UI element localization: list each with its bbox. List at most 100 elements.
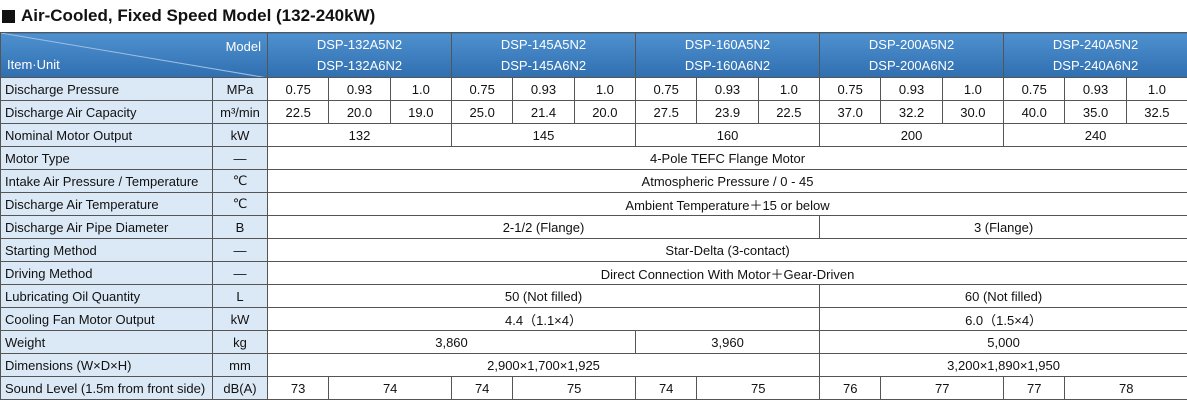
model-name: DSP-160A5N2 <box>684 37 771 52</box>
item-name: Starting Method <box>0 238 213 262</box>
value-cell: 74 <box>635 376 698 400</box>
title: Air-Cooled, Fixed Speed Model (132-240kW… <box>21 6 376 25</box>
value-cell: 20.0 <box>573 100 637 124</box>
value-cell: 1.0 <box>757 77 821 101</box>
value-cell: 3,860 <box>266 330 637 354</box>
diagonal <box>1 33 263 77</box>
unit: kg <box>212 330 268 354</box>
value-cell: 2,900×1,700×1,925 <box>266 353 821 377</box>
value-cell: 35.0 <box>1064 100 1127 124</box>
value-cell: 77 <box>1003 376 1066 400</box>
title-square <box>2 9 15 23</box>
value-cell: 40.0 <box>1003 100 1066 124</box>
value-cell: 25.0 <box>451 100 514 124</box>
spec-row: Dimensions (W×D×H) mm 2,900×1,700×1,925 3,2… <box>0 353 1187 377</box>
unit: L <box>212 284 268 308</box>
value-cell: 160 <box>635 123 821 147</box>
value-cell: 145 <box>451 123 637 147</box>
unit: kW <box>212 123 268 147</box>
model-name: DSP-200A5N2 <box>868 37 955 52</box>
value-cell: 22.5 <box>266 100 330 124</box>
spec-row: Discharge Air Pipe Diameter B 2-1/2 (Flang… <box>0 215 1187 239</box>
value-cell: Atmospheric Pressure / 0 - 45 <box>266 169 1187 193</box>
value-cell: 1.0 <box>389 77 453 101</box>
item-name: Driving Method <box>0 261 213 285</box>
spec-row: Discharge Pressure MPa 0.75 0.93 1.0 0.75 0.93… <box>0 77 1187 101</box>
model-name: DSP-240A5N2 <box>1052 37 1139 52</box>
value-cell: 0.75 <box>266 77 330 101</box>
spec-row: Intake Air Pressure / Temperature ℃ Atmosp… <box>0 169 1187 193</box>
unit: ℃ <box>212 192 268 216</box>
unit: B <box>212 215 268 239</box>
value-cell: 132 <box>266 123 453 147</box>
value-cell: 60 (Not filled) <box>819 284 1187 308</box>
value-cell: 32.2 <box>880 100 943 124</box>
model-name: DSP-132A6N2 <box>316 58 403 73</box>
unit: MPa <box>212 77 268 101</box>
value-cell: 240 <box>1003 123 1187 147</box>
value-cell: 30.0 <box>941 100 1005 124</box>
value-cell: 0.75 <box>451 77 514 101</box>
spec-row: Starting Method — Star-Delta (3-contact) <box>0 238 1187 262</box>
unit: m³/min <box>212 100 268 124</box>
value-cell: 4.4（1.1×4） <box>266 307 821 331</box>
spec-row: Discharge Air Capacity m³/min 22.5 20.0 19.0… <box>0 100 1187 124</box>
value-cell: 5,000 <box>819 330 1187 354</box>
spec-row: Discharge Air Temperature ℃ Ambient Temper… <box>0 192 1187 216</box>
value-cell: 37.0 <box>819 100 882 124</box>
value-cell: 4-Pole TEFC Flange Motor <box>266 146 1187 170</box>
value-cell: 20.0 <box>328 100 391 124</box>
value-cell: 23.9 <box>696 100 759 124</box>
model-name: DSP-160A6N2 <box>684 58 771 73</box>
value-cell: 3,960 <box>635 330 821 354</box>
unit: — <box>212 146 268 170</box>
unit: ℃ <box>212 169 268 193</box>
spec-row: Cooling Fan Motor Output kW 4.4（1.1×4） 6.0（… <box>0 307 1187 331</box>
value-cell: 200 <box>819 123 1005 147</box>
model-header: DSP-145A5N2 DSP-145A6N2 <box>451 32 637 78</box>
value-cell: 0.93 <box>512 77 575 101</box>
value-cell: 3,200×1,890×1,950 <box>819 353 1187 377</box>
item-name: Lubricating Oil Quantity <box>0 284 213 308</box>
unit: — <box>212 238 268 262</box>
value-cell: 0.93 <box>328 77 391 101</box>
value-cell: 50 (Not filled) <box>266 284 821 308</box>
value-cell: 78 <box>1064 376 1187 400</box>
value-cell: 76 <box>819 376 882 400</box>
value-cell: 0.93 <box>880 77 943 101</box>
value-cell: 0.75 <box>819 77 882 101</box>
item-name: Discharge Air Temperature <box>0 192 213 216</box>
value-cell: 0.93 <box>1064 77 1127 101</box>
value-cell: 73 <box>266 376 330 400</box>
corner-cell: Model Item·Unit <box>0 32 268 78</box>
model-header: DSP-132A5N2 DSP-132A6N2 <box>266 32 453 78</box>
value-cell: 1.0 <box>1125 77 1187 101</box>
value-cell: 21.4 <box>512 100 575 124</box>
item-name: Dimensions (W×D×H) <box>0 353 213 377</box>
model-name: DSP-240A6N2 <box>1052 58 1139 73</box>
item-unit-label: Item·Unit <box>7 57 60 72</box>
spec-row: Motor Type —4-Pole TEFC Flange Motor <box>0 146 1187 170</box>
value-cell: 74 <box>451 376 514 400</box>
value-cell: 3 (Flange) <box>819 215 1187 239</box>
value-cell: Star-Delta (3-contact) <box>266 238 1187 262</box>
value-cell: Direct Connection With Motor＋Gear-Driven <box>266 261 1187 285</box>
value-cell: 0.75 <box>635 77 698 101</box>
unit: kW <box>212 307 268 331</box>
value-cell: 19.0 <box>389 100 453 124</box>
item-name: Motor Type <box>0 146 213 170</box>
value-cell: 0.75 <box>1003 77 1066 101</box>
spec-row: Sound Level (1.5m from front side) dB(A) 7… <box>0 376 1187 400</box>
title-bar: Air-Cooled, Fixed Speed Model (132-240kW… <box>0 0 1187 32</box>
value-cell: Ambient Temperature＋15 or below <box>266 192 1187 216</box>
item-name: Discharge Air Pipe Diameter <box>0 215 213 239</box>
value-cell: 27.5 <box>635 100 698 124</box>
unit: — <box>212 261 268 285</box>
model-header: DSP-240A5N2 DSP-240A6N2 <box>1003 32 1187 78</box>
model-name: DSP-145A5N2 <box>500 37 587 52</box>
value-cell: 1.0 <box>573 77 637 101</box>
model-name: DSP-145A6N2 <box>500 58 587 73</box>
item-name: Cooling Fan Motor Output <box>0 307 213 331</box>
item-name: Intake Air Pressure / Temperature <box>0 169 213 193</box>
